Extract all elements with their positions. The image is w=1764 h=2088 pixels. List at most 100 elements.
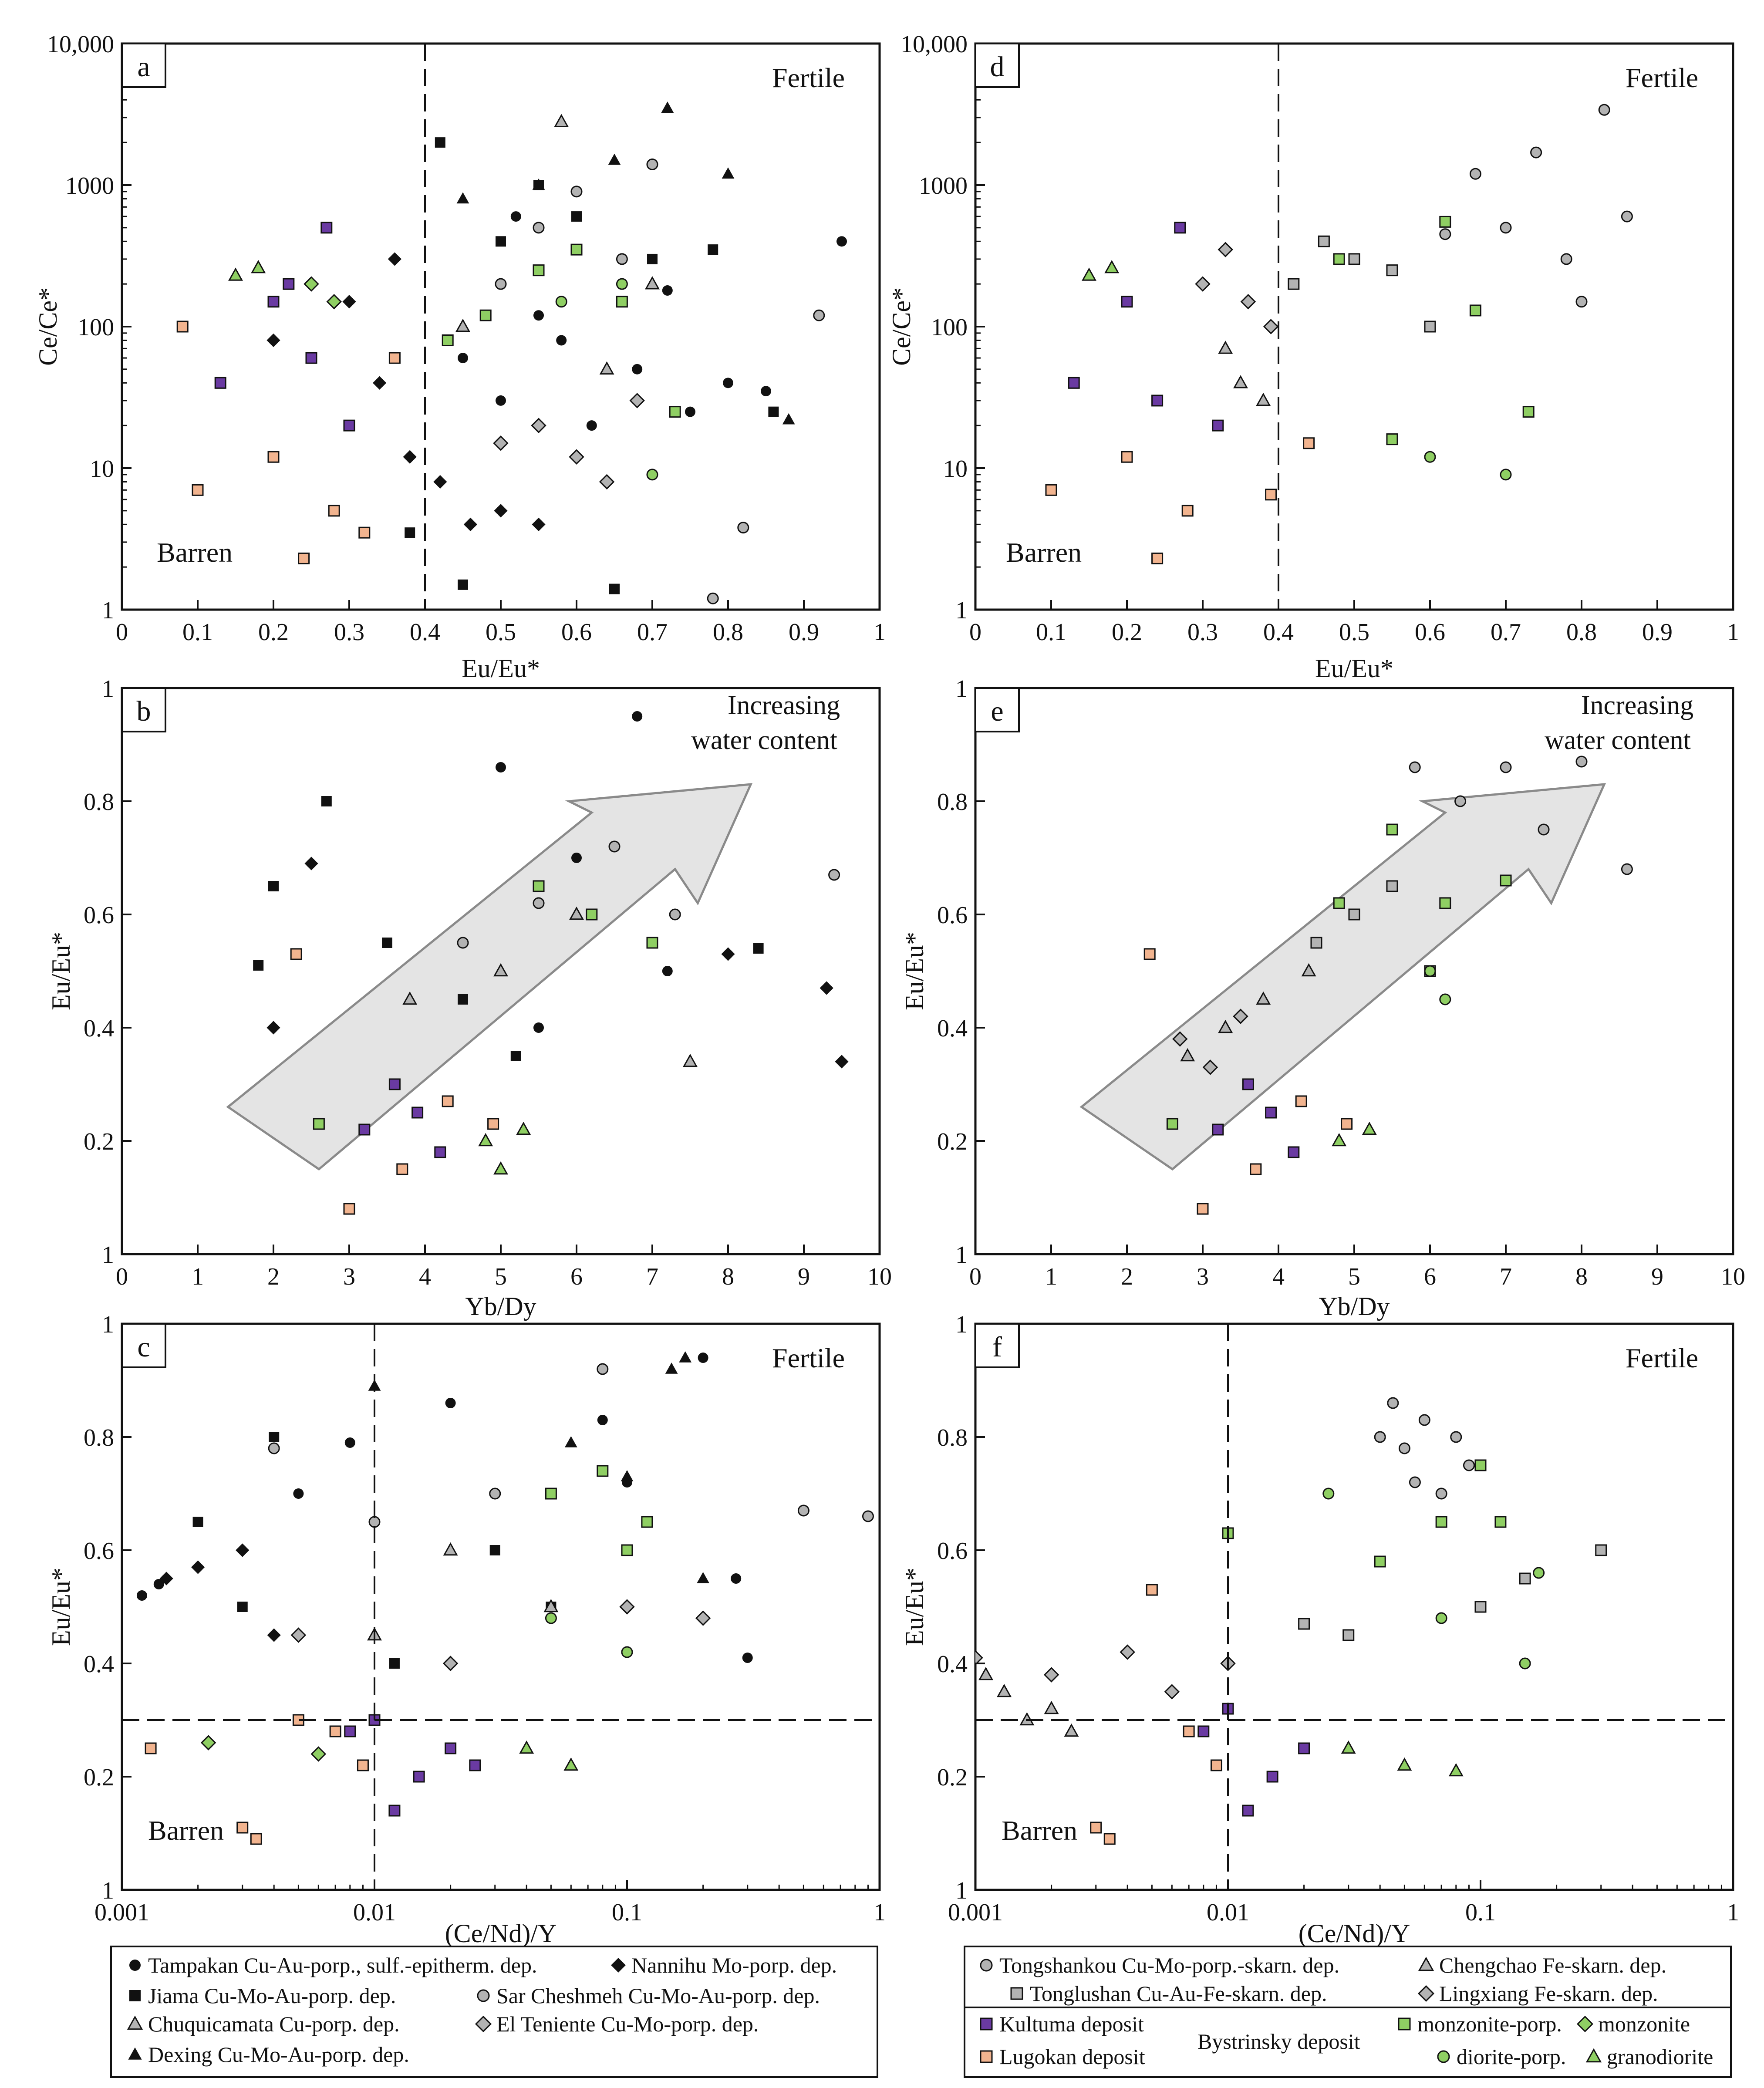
y-axis-label: Eu/Eu* [900, 1568, 929, 1646]
x-tick-label: 1 [874, 619, 886, 646]
data-point [136, 1590, 147, 1601]
y-tick-label: 1 [955, 1241, 968, 1268]
data-point [782, 413, 795, 425]
data-point [629, 393, 645, 408]
x-axis-label: Yb/Dy [465, 1292, 536, 1321]
x-tick-label: 6 [1424, 1263, 1436, 1290]
x-tick-label: 7 [646, 1263, 658, 1290]
data-point [1575, 756, 1588, 768]
panel-label: e [991, 695, 1003, 727]
data-point [1322, 1488, 1335, 1500]
data-point [405, 527, 415, 538]
x-tick-label: 0.8 [1566, 619, 1597, 646]
legend-label: Dexing Cu-Mo-Au-porp. dep. [148, 2042, 409, 2067]
x-tick-label: 3 [343, 1263, 355, 1290]
data-point [1288, 1146, 1300, 1158]
data-point [597, 1415, 608, 1425]
data-point [1621, 210, 1633, 223]
data-point [619, 1599, 635, 1615]
data-point [554, 114, 569, 127]
data-point [487, 1118, 499, 1130]
y-ticks: 1 10 100 1000 10,000 [901, 31, 985, 624]
panel-b: 0 1 2 3 4 5 6 7 8 9 10 10.20.40.60.81 b Increasing… [47, 675, 892, 1321]
panel-label: f [992, 1331, 1002, 1363]
x-tick-label: 0.5 [486, 619, 516, 646]
data-point [1374, 1431, 1386, 1443]
data-point [1183, 1725, 1195, 1737]
panel-label: d [990, 51, 1005, 83]
y-tick-label: 10,000 [901, 31, 968, 58]
data-point [797, 1504, 809, 1517]
data-point [621, 1544, 633, 1556]
data-point [1522, 406, 1535, 418]
data-point [1621, 863, 1633, 875]
legend-label: Tonglushan Cu-Au-Fe-skarn. dep. [1030, 1981, 1327, 2006]
data-point [344, 1437, 355, 1448]
data-point [1519, 1572, 1531, 1585]
data-point [343, 419, 355, 432]
x-tick-label: 0.01 [353, 1899, 396, 1926]
data-point [1242, 1805, 1254, 1817]
y-tick-label: 0.2 [937, 1764, 968, 1791]
x-axis-label: Yb/Dy [1319, 1292, 1390, 1321]
y-tick-label: 0.4 [84, 1015, 114, 1042]
data-point [1463, 1459, 1475, 1471]
data-point [469, 1759, 481, 1771]
points-layer [136, 1351, 874, 1845]
data-point [1398, 1442, 1410, 1454]
data-point [1474, 1601, 1487, 1613]
data-point [320, 222, 333, 234]
x-tick-label: 9 [1651, 1263, 1663, 1290]
data-point [570, 186, 583, 198]
y-tick-label: 0.2 [937, 1128, 968, 1155]
y-tick-label: 1 [955, 1877, 968, 1904]
data-point [1387, 1397, 1399, 1409]
legend-label: Sar Cheshmeh Cu-Mo-Au-porp. dep. [496, 1983, 820, 2008]
data-point [293, 1488, 304, 1499]
data-point [1263, 319, 1279, 334]
data-point [1242, 1078, 1254, 1090]
data-point [368, 1516, 381, 1528]
x-tick-label: 0.9 [1642, 619, 1673, 646]
data-point [191, 1560, 205, 1574]
data-point [519, 1740, 534, 1754]
data-point [1045, 484, 1057, 496]
data-point [266, 333, 280, 347]
data-point [388, 252, 401, 266]
data-point [442, 1095, 454, 1107]
water-content-arrow [226, 783, 753, 1171]
y-tick-label: 10 [90, 455, 114, 482]
legend-label: monzonite-porp. [1417, 2012, 1562, 2036]
legend-items-top: Tongshankou Cu-Mo-porp.-skarn. dep. Cheng… [980, 1953, 1666, 2006]
legend-label: Lingxiang Fe-skarn. dep. [1439, 1981, 1658, 2006]
data-point [1043, 1667, 1059, 1683]
data-point [1104, 260, 1120, 273]
legend-marker [980, 2050, 993, 2063]
data-point [489, 1545, 500, 1555]
y-tick-label: 0.4 [937, 1015, 968, 1042]
data-point [1500, 222, 1512, 234]
legend-box-top [964, 1946, 1732, 2008]
data-point [1424, 320, 1436, 333]
data-point [1448, 1763, 1464, 1777]
data-point [813, 309, 825, 321]
data-point [192, 1517, 203, 1527]
y-tick-label: 0.6 [84, 902, 114, 929]
data-point [1348, 253, 1360, 265]
data-point [555, 296, 567, 308]
data-point [543, 1599, 559, 1612]
y-tick-label: 1000 [919, 172, 968, 199]
x-tick-label: 1 [874, 1899, 886, 1926]
data-point [326, 294, 342, 310]
data-point [1454, 795, 1467, 807]
arrow-annotation-line2: water content [691, 725, 837, 755]
x-ticks: 0.001 0.01 0.1 1 [94, 1880, 886, 1926]
y-axis-label: Ce/Ce* [887, 287, 916, 366]
data-point [1197, 1203, 1209, 1215]
y-tick-label: 100 [931, 314, 968, 341]
data-point [669, 406, 681, 418]
panel-label-box [975, 1323, 1020, 1368]
y-tick-label: 0.8 [937, 1424, 968, 1451]
x-tick-label: 0.001 [94, 1899, 149, 1926]
x-tick-label: 4 [419, 1263, 431, 1290]
